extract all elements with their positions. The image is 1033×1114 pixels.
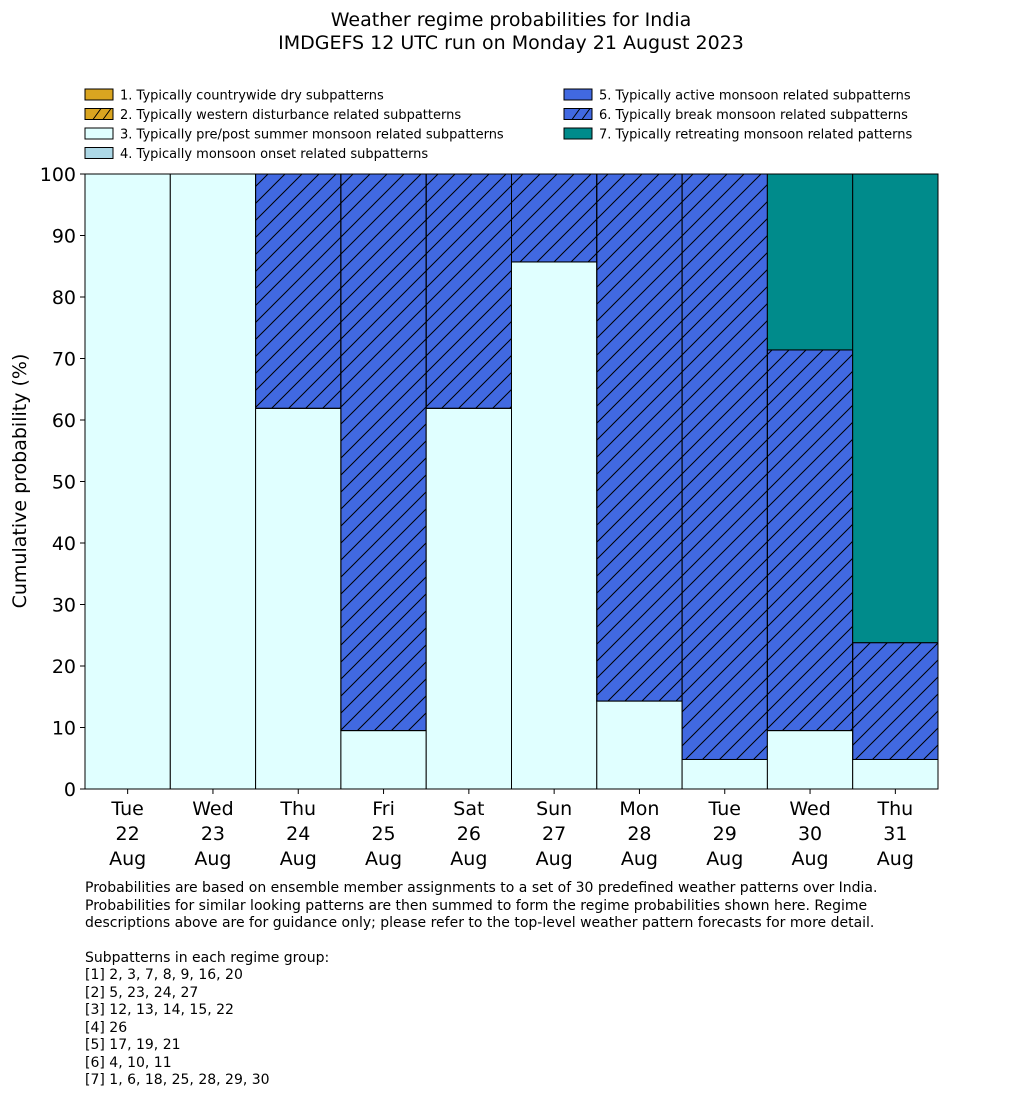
legend-swatch <box>84 88 114 101</box>
regime-group-line: [3] 12, 13, 14, 15, 22 <box>85 1002 234 1018</box>
bar-hatch <box>340 173 427 732</box>
x-tick-label: Fri <box>372 798 395 820</box>
x-tick-label: Thu <box>876 798 913 820</box>
x-tick-label: Aug <box>706 848 743 870</box>
legend-label: 6. Typically break monsoon related subpa… <box>599 108 908 123</box>
x-tick-label: 30 <box>798 823 822 845</box>
bar-segment <box>766 730 854 790</box>
x-tick-label: Aug <box>109 848 146 870</box>
axes: Tue 22 Aug Wed 23 Aug Thu 24 Aug Fri 25 Aug Sat 26 Aug… <box>40 164 939 870</box>
legend-label: 4. Typically monsoon onset related subpa… <box>120 147 428 162</box>
x-tick-label: Aug <box>194 848 231 870</box>
y-tick-label: 40 <box>52 533 76 555</box>
legend-label: 2. Typically western disturbance related… <box>120 108 461 123</box>
groups-heading: Subpatterns in each regime group: <box>85 949 330 966</box>
legend-swatch <box>563 127 593 140</box>
legend-swatch <box>563 88 593 101</box>
bar-segment <box>425 407 513 790</box>
bar-segment <box>852 758 939 790</box>
bar-hatch <box>681 173 768 760</box>
x-tick-label: Mon <box>619 798 659 820</box>
y-tick-label: 20 <box>52 656 76 678</box>
x-tick-label: 31 <box>883 823 907 845</box>
x-tick-label: Sun <box>536 798 572 820</box>
bar-hatch <box>596 173 683 702</box>
bar-hatch <box>425 173 513 409</box>
legend-swatch <box>84 147 114 159</box>
y-tick-label: 100 <box>40 164 76 186</box>
legend-hatch <box>92 108 112 120</box>
bar-hatch <box>511 173 598 263</box>
bar-segment <box>766 173 854 351</box>
x-tick-label: Aug <box>365 848 402 870</box>
chart-subtitle: IMDGEFS 12 UTC run on Monday 21 August 2… <box>278 32 744 54</box>
x-tick-label: 29 <box>713 823 737 845</box>
x-tick-label: Tue <box>708 798 741 820</box>
bar-segment <box>681 758 768 790</box>
x-tick-label: Aug <box>877 848 914 870</box>
y-tick-label: 50 <box>52 472 76 494</box>
legend-label: 3. Typically pre/post summer monsoon rel… <box>120 128 504 143</box>
bar-hatch <box>255 173 342 409</box>
bar-segment <box>340 730 427 790</box>
x-tick-label: 27 <box>542 823 566 845</box>
legend-label: 5. Typically active monsoon related subp… <box>599 89 911 104</box>
x-tick-label: Wed <box>789 798 830 820</box>
regime-group-line: [2] 5, 23, 24, 27 <box>85 984 199 1001</box>
legend-swatch <box>84 108 114 120</box>
bar-segment <box>84 173 171 790</box>
x-tick-label: Aug <box>536 848 573 870</box>
bar-hatch <box>852 642 939 760</box>
x-tick-label: Aug <box>621 848 658 870</box>
notes: Probabilities are based on ensemble memb… <box>85 880 877 1090</box>
x-tick-label: Aug <box>280 848 317 870</box>
x-tick-label: 22 <box>116 823 140 845</box>
y-tick-label: 70 <box>52 349 76 371</box>
x-tick-label: Aug <box>450 848 487 870</box>
x-tick-label: Thu <box>279 798 316 820</box>
x-tick-label: 25 <box>371 823 395 845</box>
notes-paragraph: Probabilities are based on ensemble memb… <box>85 880 878 931</box>
y-tick-label: 60 <box>52 410 76 432</box>
regime-group-line: [1] 2, 3, 7, 8, 9, 16, 20 <box>85 967 243 983</box>
legend-swatch <box>84 127 114 140</box>
x-tick-label: 23 <box>201 823 225 845</box>
y-tick-label: 80 <box>52 287 76 309</box>
y-axis-label: Cumulative probability (%) <box>9 354 31 609</box>
bar-hatch <box>766 349 854 732</box>
x-tick-label: 24 <box>286 823 310 845</box>
x-tick-label: Wed <box>192 798 233 820</box>
legend-label: 1. Typically countrywide dry subpatterns <box>120 89 384 104</box>
legend-hatch <box>571 108 591 120</box>
x-tick-label: Sat <box>453 798 484 820</box>
legend-swatch <box>563 108 593 120</box>
regime-group-line: [7] 1, 6, 18, 25, 28, 29, 30 <box>85 1072 270 1088</box>
legend: 1. Typically countrywide dry subpatterns… <box>84 88 912 162</box>
bar-segment <box>255 407 342 790</box>
legend-label: 7. Typically retreating monsoon related … <box>599 128 912 143</box>
y-tick-label: 10 <box>52 718 76 740</box>
chart-title: Weather regime probabilities for India <box>331 9 692 31</box>
regime-group-line: [6] 4, 10, 11 <box>85 1054 172 1071</box>
bar-segment <box>169 173 257 790</box>
bar-segment <box>596 700 683 790</box>
bar-segment <box>852 173 939 644</box>
regime-group-line: [4] 26 <box>85 1019 128 1036</box>
x-tick-label: 28 <box>627 823 651 845</box>
x-tick-label: Tue <box>110 798 143 820</box>
bars <box>84 173 939 790</box>
y-tick-label: 90 <box>52 226 76 248</box>
x-tick-label: 26 <box>457 823 481 845</box>
regime-group-line: [5] 17, 19, 21 <box>85 1037 181 1053</box>
chart-svg: Weather regime probabilities for India I… <box>9 9 939 870</box>
y-tick-label: 0 <box>64 779 76 801</box>
bar-segment <box>511 261 598 790</box>
y-tick-label: 30 <box>52 595 76 617</box>
x-tick-label: Aug <box>791 848 828 870</box>
